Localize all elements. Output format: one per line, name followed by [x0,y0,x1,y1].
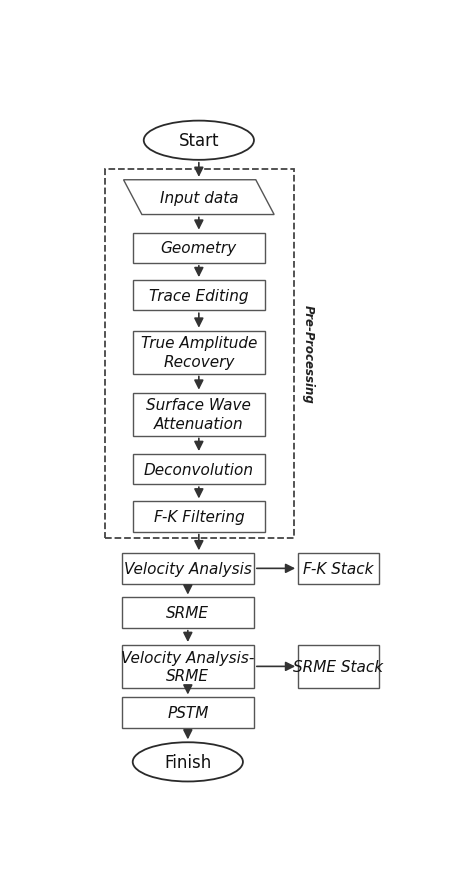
Bar [122,697,254,728]
Bar [133,281,265,311]
Bar [133,455,265,485]
Bar [133,331,265,374]
Bar [133,501,265,532]
Text: Start: Start [179,132,219,150]
Text: SRME: SRME [166,605,210,620]
Text: Velocity Analysis: Velocity Analysis [124,561,252,576]
Bar [298,554,379,584]
Text: Trace Editing: Trace Editing [149,288,248,303]
Bar [105,169,294,539]
Text: Pre-Processing: Pre-Processing [301,305,315,403]
Bar [122,598,254,628]
Text: PSTM: PSTM [167,705,209,720]
Text: SRME Stack: SRME Stack [293,659,383,674]
Text: Finish: Finish [164,753,211,771]
Text: Geometry: Geometry [161,241,237,256]
Bar [133,233,265,264]
Bar [298,645,379,688]
Text: Input data: Input data [160,190,238,206]
Text: F-K Filtering: F-K Filtering [154,509,244,525]
Text: Surface Wave
Attenuation: Surface Wave Attenuation [146,398,251,431]
Bar [122,554,254,584]
Text: Velocity Analysis-
SRME: Velocity Analysis- SRME [121,649,255,683]
Bar [122,645,254,688]
Bar [133,393,265,436]
Text: Deconvolution: Deconvolution [144,462,254,477]
Text: F-K Stack: F-K Stack [303,561,374,576]
Text: True Amplitude
Recovery: True Amplitude Recovery [141,336,257,369]
